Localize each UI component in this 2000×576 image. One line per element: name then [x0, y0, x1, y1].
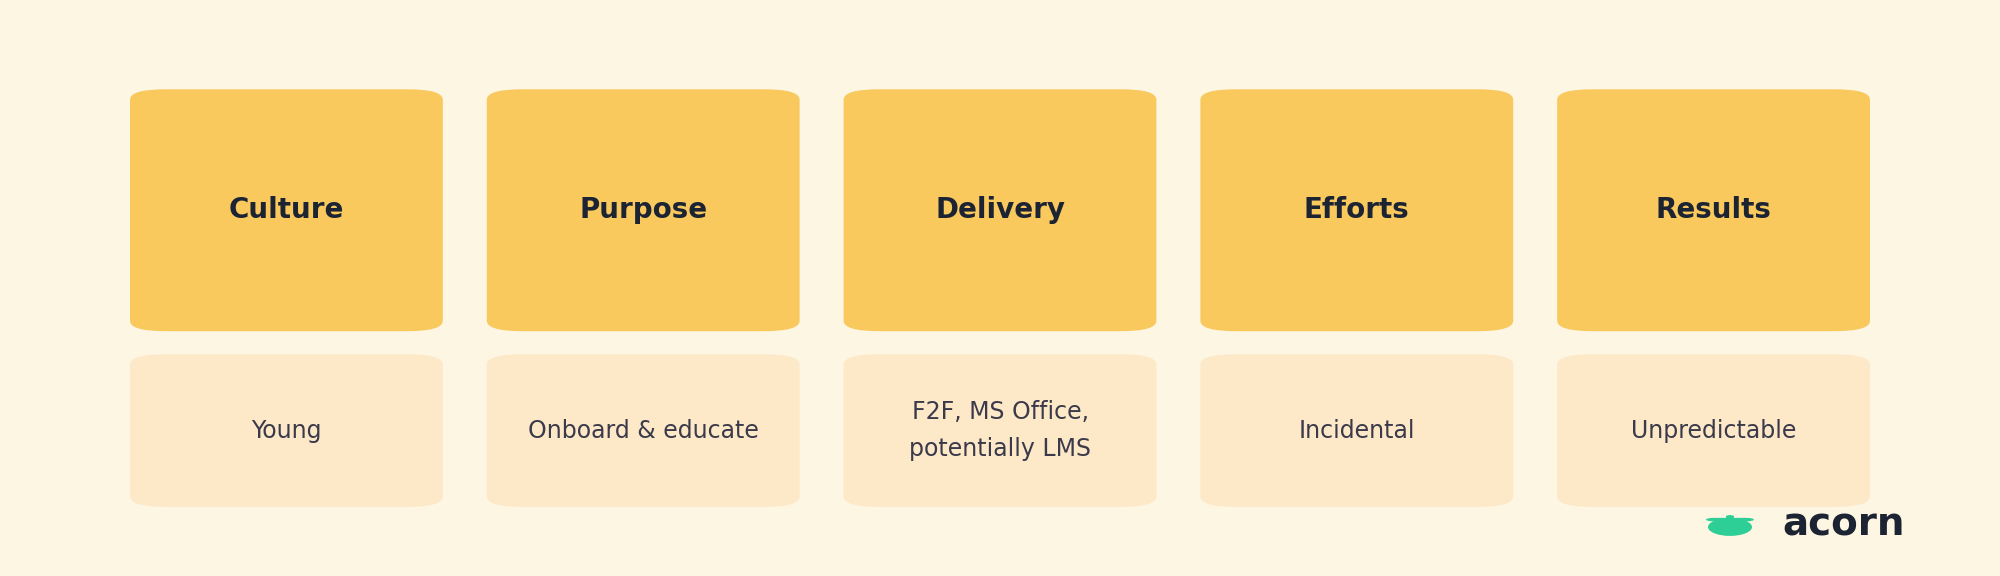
FancyBboxPatch shape [1706, 518, 1754, 521]
Text: Results: Results [1656, 196, 1772, 224]
FancyBboxPatch shape [130, 354, 442, 507]
FancyBboxPatch shape [1558, 89, 1870, 331]
Text: F2F, MS Office,
potentially LMS: F2F, MS Office, potentially LMS [910, 400, 1092, 461]
FancyBboxPatch shape [130, 89, 442, 331]
Text: Delivery: Delivery [936, 196, 1066, 224]
FancyBboxPatch shape [844, 354, 1156, 507]
Text: Incidental: Incidental [1298, 419, 1416, 442]
Text: Culture: Culture [228, 196, 344, 224]
FancyBboxPatch shape [1200, 89, 1514, 331]
FancyBboxPatch shape [486, 89, 800, 331]
FancyBboxPatch shape [844, 89, 1156, 331]
Text: Young: Young [252, 419, 322, 442]
Text: Unpredictable: Unpredictable [1630, 419, 1796, 442]
Ellipse shape [1708, 518, 1752, 536]
FancyBboxPatch shape [1200, 354, 1514, 507]
FancyBboxPatch shape [1558, 354, 1870, 507]
Text: Onboard & educate: Onboard & educate [528, 419, 758, 442]
Text: acorn: acorn [1782, 505, 1904, 543]
FancyBboxPatch shape [486, 354, 800, 507]
FancyBboxPatch shape [1726, 515, 1734, 518]
Text: Efforts: Efforts [1304, 196, 1410, 224]
Text: Purpose: Purpose [580, 196, 708, 224]
